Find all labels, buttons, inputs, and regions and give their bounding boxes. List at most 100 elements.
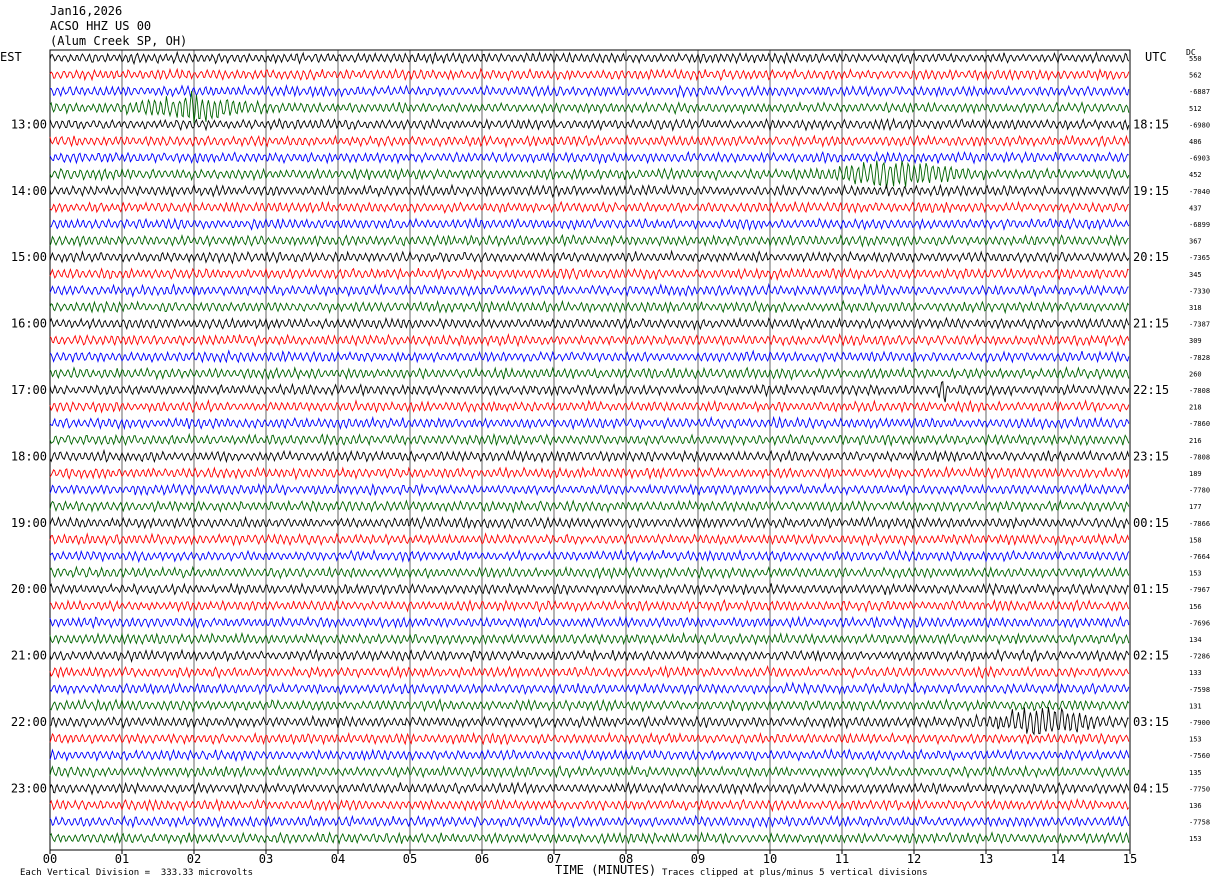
- trace-row-26: [49, 465, 1130, 481]
- trace-row-25: [49, 448, 1130, 464]
- left-hour-label: 19:00: [11, 516, 47, 530]
- dc-offset-label: -6980: [1189, 121, 1210, 129]
- trace-row-41: [49, 706, 1129, 736]
- dc-header-label: DC: [1186, 48, 1196, 57]
- trace-row-8: [49, 160, 1130, 189]
- dc-offset-label: 153: [1189, 570, 1202, 578]
- x-tick-label: 01: [115, 852, 129, 866]
- trace-row-14: [49, 267, 1129, 281]
- trace-row-36: [49, 631, 1130, 646]
- trace-row-10: [49, 200, 1130, 215]
- right-hour-label: 01:15: [1133, 582, 1169, 596]
- dc-offset-label: 133: [1189, 669, 1202, 677]
- trace-row-13: [49, 249, 1130, 265]
- trace-row-40: [49, 698, 1130, 713]
- dc-offset-label: 318: [1189, 304, 1202, 312]
- trace-row-17: [49, 316, 1130, 331]
- dc-offset-label: -7560: [1189, 752, 1210, 760]
- dc-offset-label: -7664: [1189, 553, 1210, 561]
- trace-row-30: [49, 532, 1130, 547]
- dc-offset-label: -7828: [1189, 354, 1210, 362]
- trace-row-38: [49, 665, 1130, 680]
- dc-offset-label: -7900: [1189, 719, 1210, 727]
- trace-row-4: [49, 90, 1130, 124]
- trace-row-6: [49, 134, 1130, 149]
- trace-row-24: [49, 432, 1130, 447]
- trace-row-21: [49, 380, 1130, 403]
- x-tick-label: 15: [1123, 852, 1137, 866]
- trace-row-45: [49, 781, 1130, 796]
- left-hour-label: 21:00: [11, 649, 47, 663]
- trace-row-20: [49, 365, 1130, 381]
- station-name: ACSO HHZ US 00: [50, 19, 152, 33]
- trace-row-22: [49, 399, 1130, 414]
- left-hour-label: 14:00: [11, 184, 47, 198]
- dc-offset-label: 367: [1189, 238, 1202, 246]
- trace-row-18: [49, 332, 1130, 348]
- left-hour-label: 18:00: [11, 449, 47, 463]
- dc-offset-label: 345: [1189, 271, 1202, 279]
- trace-row-34: [49, 598, 1130, 614]
- trace-row-19: [49, 349, 1130, 364]
- trace-row-44: [49, 764, 1130, 779]
- right-hour-label: 03:15: [1133, 715, 1169, 729]
- x-tick-label: 02: [187, 852, 201, 866]
- trace-row-2: [49, 67, 1130, 82]
- trace-row-3: [49, 83, 1130, 99]
- dc-offset-label: -7330: [1189, 287, 1210, 295]
- dc-offset-label: 437: [1189, 204, 1202, 212]
- x-tick-label: 06: [475, 852, 489, 866]
- right-hour-label: 04:15: [1133, 781, 1169, 795]
- dc-offset-label: 260: [1189, 370, 1202, 378]
- dc-offset-label: 550: [1189, 55, 1202, 63]
- station-location: (Alum Creek SP, OH): [50, 34, 188, 48]
- dc-offset-label: -6899: [1189, 221, 1210, 229]
- dc-offset-label: -7758: [1189, 819, 1210, 827]
- right-hour-label: 02:15: [1133, 649, 1169, 663]
- dc-offset-label: 135: [1189, 769, 1202, 777]
- left-timezone-label: EST: [0, 50, 22, 64]
- trace-row-31: [49, 548, 1130, 564]
- x-tick-label: 10: [763, 852, 777, 866]
- dc-offset-label: -7040: [1189, 188, 1210, 196]
- dc-offset-label: 136: [1189, 802, 1202, 810]
- dc-offset-label: 218: [1189, 404, 1202, 412]
- right-hour-label: 00:15: [1133, 516, 1169, 530]
- clip-note: Traces clipped at plus/minus 5 vertical …: [662, 868, 928, 878]
- x-tick-label: 07: [547, 852, 561, 866]
- dc-offset-label: 153: [1189, 736, 1202, 744]
- trace-row-47: [49, 814, 1130, 829]
- x-tick-label: 11: [835, 852, 849, 866]
- dc-offset-label: 486: [1189, 138, 1202, 146]
- dc-offset-label: -6903: [1189, 155, 1210, 163]
- trace-row-7: [49, 150, 1130, 165]
- dc-offset-label: -7866: [1189, 520, 1210, 528]
- left-hour-label: 23:00: [11, 781, 47, 795]
- left-hour-label: 16:00: [11, 317, 47, 331]
- right-hour-label: 19:15: [1133, 184, 1169, 198]
- trace-row-39: [49, 681, 1130, 696]
- trace-row-46: [49, 797, 1130, 813]
- right-hour-label: 23:15: [1133, 449, 1169, 463]
- dc-offset-label: 562: [1189, 72, 1202, 80]
- x-tick-label: 00: [43, 852, 57, 866]
- right-hour-label: 22:15: [1133, 383, 1169, 397]
- left-hour-label: 13:00: [11, 117, 47, 131]
- trace-row-16: [49, 299, 1130, 315]
- x-tick-label: 13: [979, 852, 993, 866]
- dc-offset-label: 309: [1189, 337, 1202, 345]
- dc-offset-label: 131: [1189, 702, 1202, 710]
- trace-row-15: [49, 282, 1129, 298]
- dc-offset-label: 512: [1189, 105, 1202, 113]
- dc-offset-label: -7808: [1189, 387, 1210, 395]
- dc-offset-label: -7808: [1189, 453, 1210, 461]
- right-hour-label: 18:15: [1133, 117, 1169, 131]
- dc-offset-label: -7598: [1189, 686, 1210, 694]
- trace-row-9: [49, 183, 1130, 199]
- trace-row-42: [49, 731, 1130, 746]
- x-tick-label: 12: [907, 852, 921, 866]
- dc-offset-label: 177: [1189, 503, 1202, 511]
- left-hour-label: 15:00: [11, 250, 47, 264]
- division-note: Each Vertical Division = 333.33 microvol…: [20, 868, 253, 878]
